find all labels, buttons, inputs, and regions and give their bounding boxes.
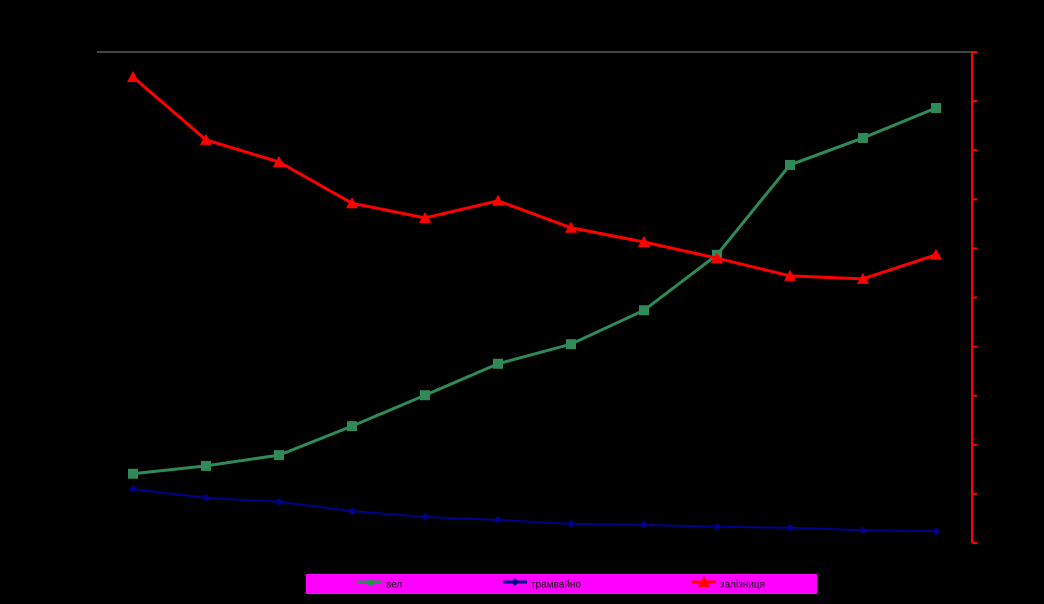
marker: [273, 155, 285, 167]
marker: [638, 236, 650, 248]
marker: [857, 272, 869, 284]
marker: [932, 527, 940, 536]
marker: [348, 507, 356, 516]
marker: [784, 269, 796, 281]
legend-marker: [367, 579, 373, 585]
legend-label: вел: [386, 580, 402, 591]
marker: [202, 493, 210, 502]
marker: [493, 358, 503, 369]
legend: [306, 574, 817, 594]
marker: [640, 520, 648, 529]
marker: [567, 519, 575, 528]
marker: [494, 515, 502, 524]
series-line: [132, 487, 937, 533]
marker: [565, 221, 577, 233]
legend-marker: [511, 578, 519, 586]
marker: [128, 468, 138, 479]
marker: [127, 71, 139, 83]
series-line: [132, 106, 937, 476]
marker: [858, 132, 868, 143]
marker: [931, 102, 941, 113]
marker: [275, 497, 283, 506]
marker: [421, 512, 429, 521]
marker: [930, 248, 942, 260]
series-line: [132, 75, 937, 281]
marker: [201, 460, 211, 471]
marker: [419, 211, 431, 223]
marker: [347, 421, 357, 432]
legend-marker: [698, 576, 710, 587]
marker: [713, 522, 721, 531]
marker: [859, 526, 867, 535]
marker: [200, 133, 212, 145]
marker: [274, 450, 284, 461]
marker: [492, 194, 504, 206]
legend-label: трамвайно: [531, 580, 581, 591]
legend-label: залізниця: [720, 580, 765, 591]
marker: [420, 390, 430, 401]
marker: [711, 252, 723, 264]
marker: [785, 159, 795, 170]
marker: [566, 339, 576, 350]
marker: [786, 523, 794, 532]
marker: [129, 484, 137, 493]
marker: [639, 305, 649, 316]
marker: [346, 197, 358, 209]
